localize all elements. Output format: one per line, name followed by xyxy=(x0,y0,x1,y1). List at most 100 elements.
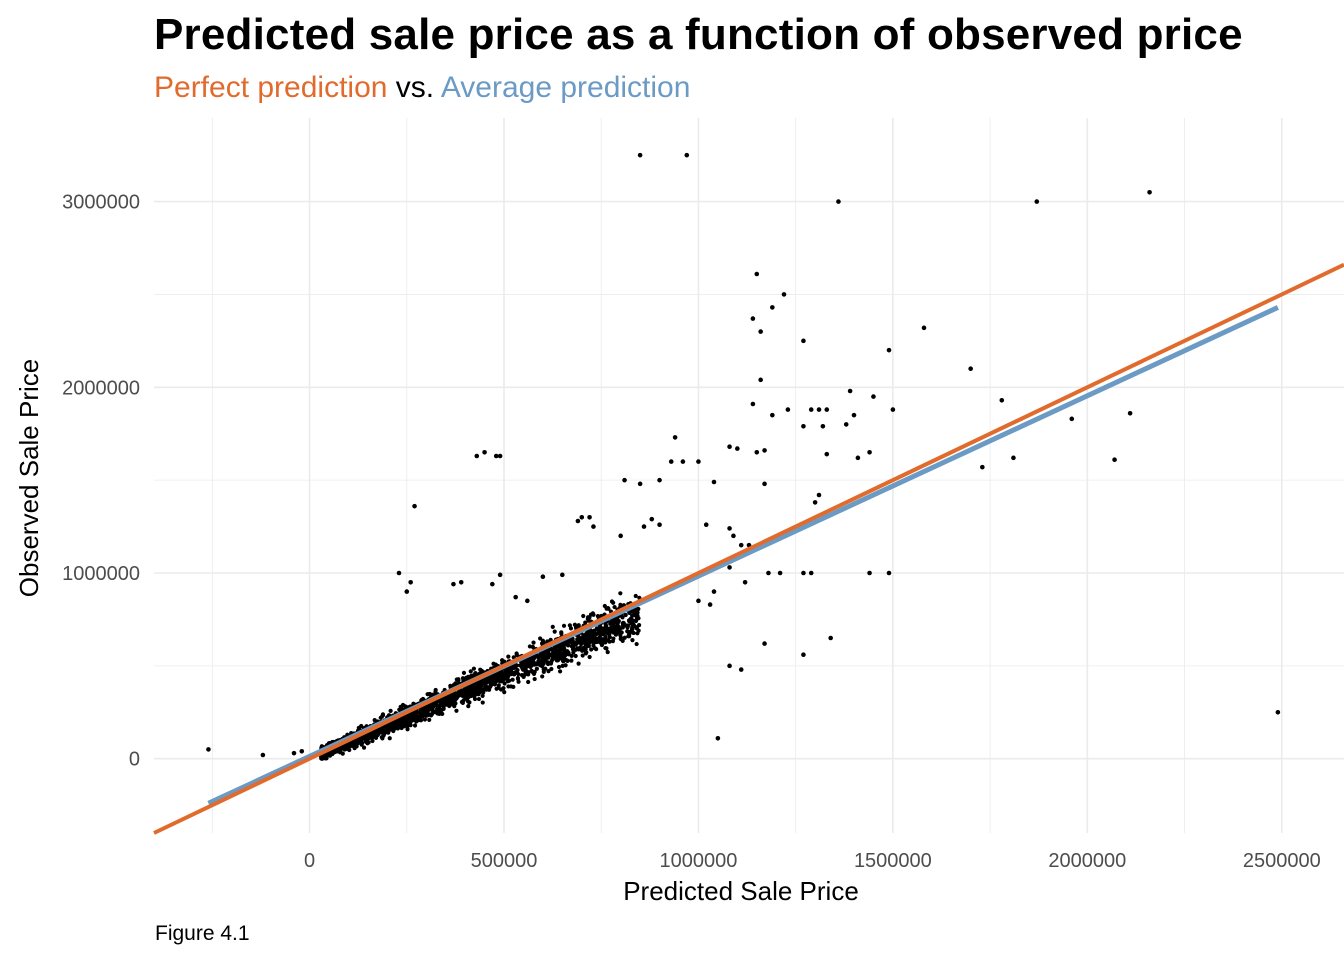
data-point xyxy=(1147,189,1152,195)
data-point xyxy=(727,565,732,570)
data-point xyxy=(502,670,507,675)
data-point xyxy=(460,676,466,681)
data-point xyxy=(530,644,535,650)
data-point xyxy=(468,669,473,674)
data-point xyxy=(368,735,373,740)
x-tick-label: 0 xyxy=(304,850,315,872)
data-point xyxy=(561,659,566,664)
data-point xyxy=(427,717,432,722)
data-point xyxy=(454,695,459,701)
data-point xyxy=(385,725,390,731)
data-point xyxy=(754,449,760,455)
data-point xyxy=(571,647,576,652)
subtitle-perfect-prediction: Perfect prediction xyxy=(154,71,388,104)
data-point xyxy=(530,669,535,675)
data-point xyxy=(595,639,600,644)
data-point xyxy=(454,708,459,713)
data-point xyxy=(453,681,458,686)
data-point xyxy=(618,591,623,596)
data-point xyxy=(383,729,388,735)
data-point xyxy=(637,152,643,158)
data-point xyxy=(552,629,557,634)
data-point xyxy=(555,648,560,653)
data-point xyxy=(886,347,892,353)
data-point xyxy=(808,570,814,576)
data-point xyxy=(631,630,636,636)
x-axis-title: Predicted Sale Price xyxy=(623,876,859,906)
data-point xyxy=(762,448,767,453)
data-point xyxy=(357,726,362,731)
data-point xyxy=(397,722,402,727)
data-point xyxy=(534,666,539,671)
data-point xyxy=(350,743,355,748)
data-point xyxy=(515,676,521,682)
data-point xyxy=(588,612,594,617)
y-tick-label: 1000000 xyxy=(62,563,140,585)
data-point xyxy=(583,620,588,625)
data-point xyxy=(413,718,418,723)
data-point xyxy=(595,614,601,619)
data-point xyxy=(559,630,564,635)
data-point xyxy=(291,750,297,756)
data-point xyxy=(401,717,406,723)
data-point xyxy=(618,533,623,539)
data-point xyxy=(386,713,392,718)
data-point xyxy=(968,366,973,372)
data-point xyxy=(465,696,470,701)
data-point xyxy=(602,626,607,631)
data-point xyxy=(921,325,927,331)
data-point xyxy=(400,702,406,708)
data-point xyxy=(476,696,482,702)
data-point xyxy=(781,292,787,297)
data-point xyxy=(488,684,493,689)
data-point xyxy=(464,675,469,680)
data-point xyxy=(576,661,581,666)
data-point xyxy=(509,669,514,674)
x-tick-label: 1500000 xyxy=(854,850,932,872)
data-point xyxy=(458,579,464,585)
data-point xyxy=(396,570,402,576)
x-tick-label: 500000 xyxy=(471,850,538,872)
data-point xyxy=(980,464,985,470)
data-point xyxy=(493,453,499,459)
data-point xyxy=(707,602,713,607)
data-point xyxy=(622,477,627,483)
data-point xyxy=(540,664,545,669)
data-point xyxy=(632,612,637,617)
y-axis-title: Observed Sale Price xyxy=(14,359,44,597)
data-point xyxy=(444,702,449,707)
data-point xyxy=(563,663,568,668)
data-point xyxy=(585,616,590,621)
data-point xyxy=(785,407,791,412)
data-point xyxy=(526,670,531,675)
data-point xyxy=(738,542,744,548)
data-point xyxy=(621,621,626,626)
data-point xyxy=(580,653,585,658)
data-point xyxy=(471,666,477,671)
data-point xyxy=(341,744,346,749)
data-point xyxy=(612,604,617,610)
data-point xyxy=(867,449,872,455)
data-point xyxy=(758,377,763,383)
data-point xyxy=(531,640,536,645)
data-point xyxy=(623,612,628,618)
data-point xyxy=(635,613,640,619)
data-point xyxy=(407,715,412,720)
data-point xyxy=(657,477,662,483)
data-point xyxy=(560,641,565,646)
data-point xyxy=(429,713,434,718)
data-point xyxy=(260,752,266,758)
data-point xyxy=(766,570,771,576)
data-point xyxy=(412,723,418,728)
data-point xyxy=(347,747,352,753)
data-point xyxy=(491,673,496,678)
data-point xyxy=(608,619,614,624)
data-point xyxy=(357,737,362,742)
data-point xyxy=(587,654,592,660)
data-point xyxy=(635,610,640,615)
data-point xyxy=(597,627,602,632)
data-point xyxy=(886,570,892,576)
data-point xyxy=(532,661,537,666)
data-point xyxy=(762,481,767,487)
data-point xyxy=(828,635,833,641)
